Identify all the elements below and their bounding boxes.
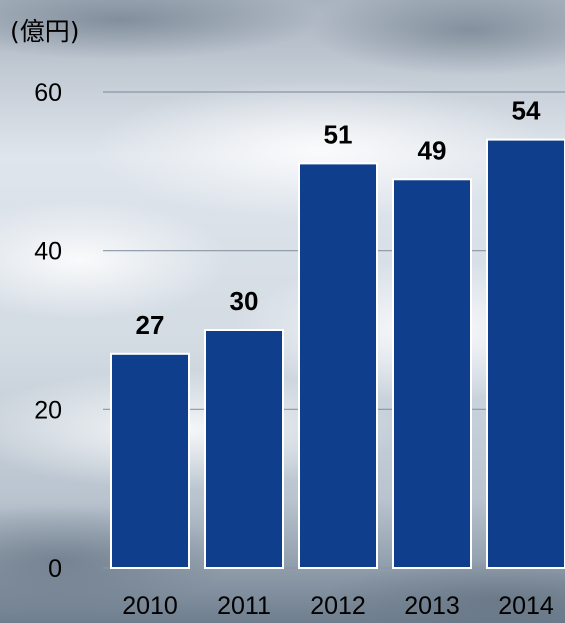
bars	[110, 138, 565, 569]
y-tick-label: 20	[34, 396, 62, 424]
y-axis-unit-label: (億円)	[10, 17, 80, 46]
x-tick-label: 2013	[404, 592, 460, 620]
x-tick-labels: 2010 2011 2012 2013 2014	[122, 592, 554, 620]
y-tick-labels: 0 20 40 60	[34, 79, 62, 583]
x-tick-label: 2014	[498, 592, 554, 620]
data-label: 51	[324, 119, 353, 149]
bar-2014	[486, 138, 565, 569]
bar-2010	[110, 352, 190, 569]
x-tick-label: 2012	[310, 592, 366, 620]
data-label: 54	[512, 96, 541, 126]
y-tick-label: 60	[34, 79, 62, 107]
x-tick-label: 2011	[217, 592, 271, 620]
y-tick-label: 0	[48, 555, 62, 583]
data-labels: 27 30 51 49 54	[136, 96, 541, 340]
data-label: 49	[418, 135, 447, 165]
y-tick-label: 40	[34, 238, 62, 266]
x-tick-label: 2010	[122, 592, 178, 620]
data-label: 27	[136, 310, 165, 340]
data-label: 30	[230, 286, 259, 316]
bar-2012	[298, 162, 378, 569]
bar-2011	[204, 329, 284, 569]
bar-2013	[392, 178, 472, 569]
